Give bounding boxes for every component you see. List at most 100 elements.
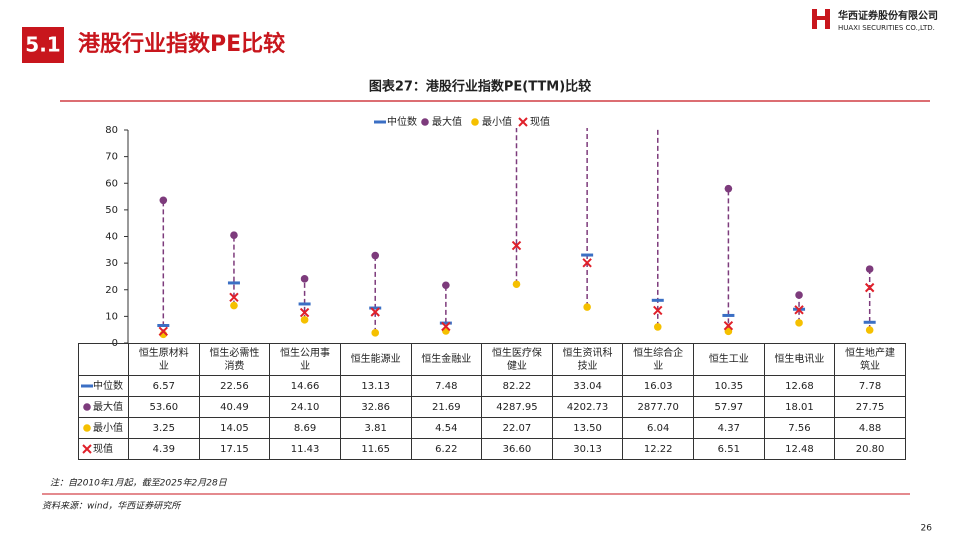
category-label: 恒生电讯业 — [763, 343, 836, 376]
row-header: 最大值 — [78, 396, 129, 418]
row-header: 现值 — [78, 438, 129, 460]
marker — [653, 305, 663, 316]
marker — [300, 275, 309, 283]
value-cell: 7.48 — [410, 375, 483, 397]
value-cell: 17.15 — [198, 438, 271, 460]
table-row: 最大值 53.60 40.49 24.10 32.86 21.69 4287.95 4202.… — [78, 396, 906, 418]
value-cell: 14.66 — [269, 375, 341, 397]
value-cell: 32.86 — [339, 396, 412, 418]
marker — [158, 326, 169, 337]
value-cell: 3.25 — [128, 417, 200, 439]
table-header-row: 恒生原材料业 恒生必需性消费 恒生公用事业 恒生能源业 恒生金融业 恒生医疗保健业 恒生资讯… — [78, 343, 906, 376]
row-label: 现值 — [93, 443, 113, 455]
legend-label: 最大值 — [432, 115, 462, 128]
value-cell: 24.10 — [269, 396, 341, 418]
category-label: 恒生金融业 — [410, 343, 483, 376]
value-cell: 4.54 — [410, 417, 483, 439]
marker — [724, 327, 733, 336]
marker — [723, 320, 734, 331]
page-title: 港股行业指数PE比较 — [78, 31, 285, 57]
value-cell: 21.69 — [410, 396, 483, 418]
y-tick-label: 50 — [105, 205, 118, 216]
row-marker — [82, 443, 92, 454]
category-label: 恒生地产建筑业 — [834, 343, 906, 376]
row-header: 最小值 — [78, 417, 129, 439]
table-row: 现值 4.39 17.15 11.43 11.65 6.22 36.60 30.13 12.22… — [78, 438, 906, 460]
legend-item: 现值 — [518, 115, 550, 128]
marker — [371, 251, 380, 260]
marker — [300, 316, 309, 324]
row-label: 最小值 — [93, 422, 123, 434]
legend-marker — [518, 117, 528, 127]
marker — [653, 323, 662, 331]
value-cell: 8.69 — [269, 417, 341, 439]
marker — [864, 282, 875, 293]
value-cell: 30.13 — [551, 438, 624, 460]
value-cell: 4202.73 — [551, 396, 624, 418]
row-header: 中位数 — [78, 375, 129, 397]
legend-marker — [421, 118, 429, 126]
value-cell: 40.49 — [198, 396, 271, 418]
category-label: 恒生原材料业 — [128, 343, 200, 376]
row-marker-shape — [83, 423, 91, 432]
marker — [582, 258, 592, 268]
marker — [512, 280, 521, 289]
marker — [724, 184, 733, 193]
row-label: 最大值 — [93, 401, 123, 413]
category-label: 恒生资讯科技业 — [551, 343, 624, 376]
page-number: 26 — [921, 524, 933, 534]
marker — [370, 307, 380, 317]
value-cell: 4.88 — [834, 417, 906, 439]
marker — [371, 329, 380, 337]
row-marker — [81, 384, 93, 387]
marker — [441, 321, 451, 332]
marker — [229, 292, 239, 303]
marker — [795, 291, 803, 299]
value-cell: 14.05 — [198, 417, 271, 439]
y-tick-label: 30 — [105, 258, 118, 269]
value-cell: 7.78 — [834, 375, 906, 397]
value-cell: 22.56 — [198, 375, 271, 397]
y-tick-label: 20 — [105, 285, 118, 296]
value-cell: 11.43 — [269, 438, 341, 460]
source: 资料来源：wind，华西证券研究所 — [42, 501, 182, 512]
logo — [812, 9, 830, 29]
table-row: 最小值 3.25 14.05 8.69 3.81 4.54 22.07 13.50 6.04 4.… — [78, 417, 906, 439]
legend-item: 最大值 — [421, 115, 462, 128]
value-cell: 12.22 — [622, 438, 694, 460]
section-badge — [22, 27, 64, 63]
legend-label: 中位数 — [387, 115, 417, 128]
note: 注：自2010年1月起，截至2025年2月28日 — [50, 478, 228, 489]
company-name: 华西证券股份有限公司 — [838, 9, 938, 22]
row-label: 中位数 — [93, 380, 123, 392]
value-cell: 6.04 — [622, 417, 694, 439]
category-label: 恒生工业 — [693, 343, 765, 376]
value-cell: 16.03 — [622, 375, 694, 397]
marker — [230, 301, 238, 310]
section-number: 5.1 — [25, 33, 60, 57]
value-cell: 12.68 — [763, 375, 836, 397]
value-cell: 11.65 — [339, 438, 412, 460]
y-tick-label: 10 — [105, 311, 118, 322]
marker — [865, 265, 874, 273]
value-cell: 57.97 — [693, 396, 765, 418]
marker — [511, 240, 522, 251]
value-cell: 27.75 — [834, 396, 906, 418]
value-cell: 13.50 — [551, 417, 624, 439]
category-label: 恒生必需性消费 — [198, 343, 271, 376]
value-cell: 6.57 — [128, 375, 200, 397]
row-marker — [83, 423, 91, 432]
y-tick-label: 40 — [105, 232, 118, 243]
value-cell: 7.56 — [763, 417, 836, 439]
row-marker-shape — [82, 443, 92, 454]
marker — [159, 196, 168, 205]
legend-label: 现值 — [530, 115, 550, 128]
value-cell: 10.35 — [693, 375, 765, 397]
value-cell: 4287.95 — [481, 396, 553, 418]
marker — [442, 281, 450, 290]
y-tick-label: 80 — [105, 125, 118, 136]
plot-area — [157, 128, 876, 339]
marker — [865, 326, 874, 334]
value-cell: 33.04 — [551, 375, 624, 397]
